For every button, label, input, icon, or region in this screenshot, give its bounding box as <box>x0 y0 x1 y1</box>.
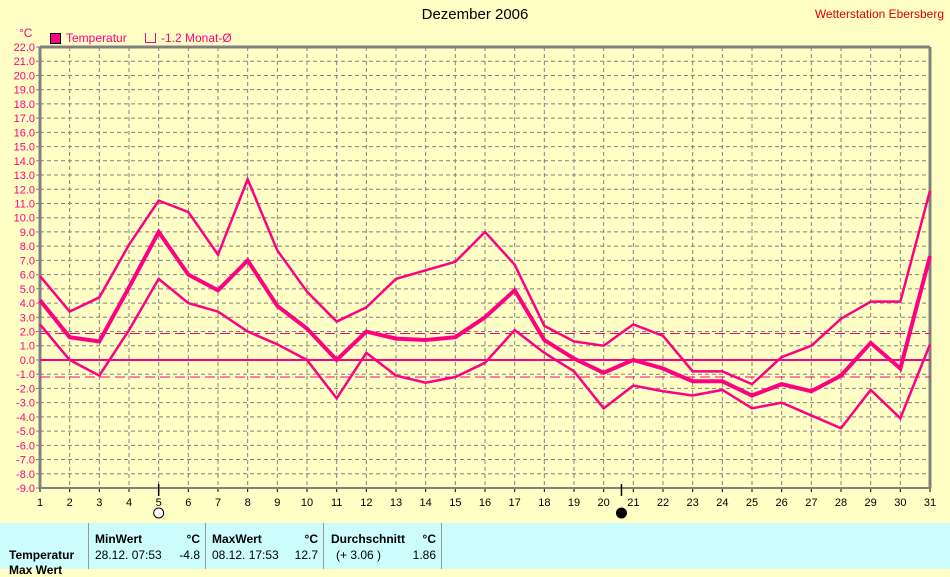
x-tick-label: 17 <box>509 497 521 509</box>
temperature-chart: 22.021.020.019.018.017.016.015.014.013.0… <box>0 0 950 523</box>
y-tick-label: -6.0 <box>16 440 35 452</box>
x-tick-label: 12 <box>360 497 372 509</box>
chart-title: Dezember 2006 <box>0 6 950 23</box>
min-column: MinWert °C 28.12. 07:53 -4.8 <box>88 523 206 569</box>
x-tick-label: 2 <box>67 497 73 509</box>
unit-header: °C <box>187 532 200 546</box>
y-tick-label: -9.0 <box>16 483 35 495</box>
x-tick-label: 16 <box>479 497 491 509</box>
y-tick-label: 18.0 <box>14 99 35 111</box>
y-tick-label: 0.0 <box>20 355 35 367</box>
y-tick-label: 3.0 <box>20 312 35 324</box>
y-tick-label: 14.0 <box>14 156 35 168</box>
legend-item-monat: -1.2 Monat-Ø <box>145 31 232 45</box>
max-value: 12.7 <box>295 548 318 562</box>
legend-item-temperatur: Temperatur <box>50 31 127 45</box>
x-tick-label: 13 <box>390 497 402 509</box>
x-tick-label: 27 <box>805 497 817 509</box>
y-tick-label: 17.0 <box>14 113 35 125</box>
row-label-maxwert: Max Wert <box>9 563 62 577</box>
x-tick-label: 22 <box>657 497 669 509</box>
avg-column: Durchschnitt °C (+ 3.06 ) 1.86 <box>323 523 442 569</box>
x-tick-label: 10 <box>301 497 313 509</box>
min-time: 28.12. 07:53 <box>95 548 162 562</box>
max-time: 08.12. 17:53 <box>212 548 279 562</box>
min-header: MinWert <box>95 532 142 546</box>
y-tick-label: 4.0 <box>20 298 35 310</box>
y-tick-label: 2.0 <box>20 327 35 339</box>
x-tick-label: 20 <box>598 497 610 509</box>
y-tick-label: 9.0 <box>20 227 35 239</box>
y-tick-label: 6.0 <box>20 270 35 282</box>
x-tick-label: 23 <box>687 497 699 509</box>
y-tick-label: 22.0 <box>14 42 35 54</box>
y-tick-label: -1.0 <box>16 369 35 381</box>
x-tick-label: 9 <box>274 497 280 509</box>
y-tick-label: 21.0 <box>14 56 35 68</box>
y-tick-label: -3.0 <box>16 398 35 410</box>
y-tick-label: 1.0 <box>20 341 35 353</box>
x-tick-label: 8 <box>245 497 251 509</box>
min-value: -4.8 <box>179 548 200 562</box>
y-tick-label: 16.0 <box>14 127 35 139</box>
x-tick-label: 18 <box>538 497 550 509</box>
avg-value: 1.86 <box>413 548 436 562</box>
y-tick-label: 10.0 <box>14 213 35 225</box>
x-tick-label: 6 <box>185 497 191 509</box>
x-tick-label: 31 <box>924 497 936 509</box>
y-tick-label: 8.0 <box>20 241 35 253</box>
avg-header: Durchschnitt <box>331 532 405 546</box>
stats-panel: Temperatur Max Wert MinWert °C 28.12. 07… <box>0 523 950 569</box>
x-tick-label: 21 <box>627 497 639 509</box>
legend-swatch-filled <box>50 33 61 44</box>
y-tick-label: 13.0 <box>14 170 35 182</box>
y-tick-label: 19.0 <box>14 85 35 97</box>
y-tick-label: -4.0 <box>16 412 35 424</box>
x-tick-label: 26 <box>776 497 788 509</box>
x-tick-label: 3 <box>96 497 102 509</box>
full-moon-icon <box>154 508 164 518</box>
unit-header: °C <box>423 532 436 546</box>
max-column: MaxWert °C 08.12. 17:53 12.7 <box>205 523 324 569</box>
x-tick-label: 15 <box>449 497 461 509</box>
legend-label: -1.2 Monat-Ø <box>161 31 232 45</box>
x-tick-label: 30 <box>894 497 906 509</box>
x-tick-label: 14 <box>420 497 432 509</box>
x-tick-label: 7 <box>215 497 221 509</box>
new-moon-icon <box>616 508 626 518</box>
y-tick-label: -7.0 <box>16 455 35 467</box>
x-tick-label: 5 <box>156 497 162 509</box>
max-header: MaxWert <box>212 532 262 546</box>
y-tick-label: 5.0 <box>20 284 35 296</box>
y-tick-label: 11.0 <box>14 198 35 210</box>
x-tick-label: 25 <box>746 497 758 509</box>
station-name: Wetterstation Ebersberg <box>815 7 944 21</box>
y-tick-label: 12.0 <box>14 184 35 196</box>
y-tick-label: 20.0 <box>14 70 35 82</box>
legend-label: Temperatur <box>66 31 127 45</box>
y-tick-label: -2.0 <box>16 383 35 395</box>
x-tick-label: 19 <box>568 497 580 509</box>
avg-diff: (+ 3.06 ) <box>336 548 381 562</box>
y-tick-label: 7.0 <box>20 255 35 267</box>
x-tick-label: 1 <box>37 497 43 509</box>
x-tick-label: 11 <box>331 497 342 509</box>
y-tick-label: 15.0 <box>14 142 35 154</box>
x-tick-label: 28 <box>835 497 847 509</box>
column-divider <box>441 523 442 569</box>
x-tick-label: 24 <box>716 497 728 509</box>
x-tick-label: 4 <box>126 497 132 509</box>
y-tick-label: -5.0 <box>16 426 35 438</box>
y-axis-unit: °C <box>19 26 32 40</box>
legend-swatch-open <box>145 33 156 43</box>
unit-header: °C <box>305 532 318 546</box>
row-label-temperatur: Temperatur <box>9 548 74 562</box>
y-tick-label: -8.0 <box>16 469 35 481</box>
x-tick-label: 29 <box>865 497 877 509</box>
